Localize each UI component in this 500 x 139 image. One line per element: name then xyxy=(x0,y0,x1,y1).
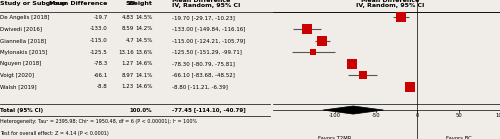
Text: Walsh [2019]: Walsh [2019] xyxy=(0,84,37,89)
Text: Favors T2MR: Favors T2MR xyxy=(318,136,351,139)
Text: -66.10 [-83.68, -48.52]: -66.10 [-83.68, -48.52] xyxy=(172,73,236,78)
Text: -125.5: -125.5 xyxy=(90,50,108,55)
Text: Mean Difference
IV, Random, 95% CI: Mean Difference IV, Random, 95% CI xyxy=(356,0,424,8)
Point xyxy=(358,74,366,76)
Point xyxy=(310,51,318,53)
Text: -19.70 [-29.17, -10.23]: -19.70 [-29.17, -10.23] xyxy=(172,15,236,20)
Text: -78.3: -78.3 xyxy=(93,61,108,66)
Point xyxy=(406,86,414,88)
Text: Study or Subgroup: Study or Subgroup xyxy=(0,1,67,6)
Text: Voigt [2020]: Voigt [2020] xyxy=(0,73,34,78)
Text: 14.2%: 14.2% xyxy=(135,26,152,31)
Text: 14.1%: 14.1% xyxy=(135,73,152,78)
Text: 14.6%: 14.6% xyxy=(135,61,152,66)
Text: -50: -50 xyxy=(372,113,380,118)
Text: 13.6%: 13.6% xyxy=(135,50,152,55)
Text: -100: -100 xyxy=(328,113,340,118)
Text: Mylonakis [2015]: Mylonakis [2015] xyxy=(0,50,48,55)
Text: 14.5%: 14.5% xyxy=(135,15,152,20)
Text: Heterogeneity: Tau² = 2395.98; Chi² = 1950.48, df = 6 (P < 0.00001); I² = 100%: Heterogeneity: Tau² = 2395.98; Chi² = 19… xyxy=(0,119,198,124)
Text: -125.50 [-151.29, -99.71]: -125.50 [-151.29, -99.71] xyxy=(172,50,242,55)
Text: Test for overall effect: Z = 4.14 (P < 0.0001): Test for overall effect: Z = 4.14 (P < 0… xyxy=(0,131,109,136)
Text: De Angelis [2018]: De Angelis [2018] xyxy=(0,15,50,20)
Text: 0: 0 xyxy=(416,113,419,118)
Text: 1.23: 1.23 xyxy=(122,84,134,89)
Text: Mean Difference: Mean Difference xyxy=(49,1,108,6)
Text: 8.59: 8.59 xyxy=(122,26,134,31)
Text: -133.0: -133.0 xyxy=(90,26,108,31)
Text: 14.5%: 14.5% xyxy=(135,38,152,43)
Text: 100.0%: 100.0% xyxy=(130,108,152,113)
Text: Weight: Weight xyxy=(128,1,152,6)
Text: 8.97: 8.97 xyxy=(122,73,134,78)
Text: -133.00 [-149.84, -116.16]: -133.00 [-149.84, -116.16] xyxy=(172,26,246,31)
Text: 4.7: 4.7 xyxy=(125,38,134,43)
Text: 50: 50 xyxy=(456,113,462,118)
Text: 13.16: 13.16 xyxy=(118,50,134,55)
Text: Dwivedi [2016]: Dwivedi [2016] xyxy=(0,26,42,31)
Point xyxy=(397,16,405,18)
Text: 14.6%: 14.6% xyxy=(135,84,152,89)
Text: -115.0: -115.0 xyxy=(90,38,108,43)
Text: -8.8: -8.8 xyxy=(97,84,108,89)
Text: -19.7: -19.7 xyxy=(93,15,108,20)
Text: -77.45 [-114.10, -40.79]: -77.45 [-114.10, -40.79] xyxy=(172,108,246,113)
Text: Mean Difference
IV, Random, 95% CI: Mean Difference IV, Random, 95% CI xyxy=(172,0,241,8)
Text: Favors BC: Favors BC xyxy=(446,136,471,139)
Text: -115.00 [-124.21, -105.79]: -115.00 [-124.21, -105.79] xyxy=(172,38,246,43)
Text: 4.83: 4.83 xyxy=(122,15,134,20)
Text: SE: SE xyxy=(125,1,134,6)
Text: -8.80 [-11.21, -6.39]: -8.80 [-11.21, -6.39] xyxy=(172,84,229,89)
Text: 100: 100 xyxy=(495,113,500,118)
Text: Nguyen [2018]: Nguyen [2018] xyxy=(0,61,42,66)
Polygon shape xyxy=(323,106,384,114)
Text: Total (95% CI): Total (95% CI) xyxy=(0,108,44,113)
Text: -78.30 [-80.79, -75.81]: -78.30 [-80.79, -75.81] xyxy=(172,61,236,66)
Point xyxy=(318,39,326,42)
Text: 1.27: 1.27 xyxy=(122,61,134,66)
Text: Giannella [2018]: Giannella [2018] xyxy=(0,38,47,43)
Text: -66.1: -66.1 xyxy=(93,73,108,78)
Point xyxy=(303,28,311,30)
Point xyxy=(348,63,356,65)
